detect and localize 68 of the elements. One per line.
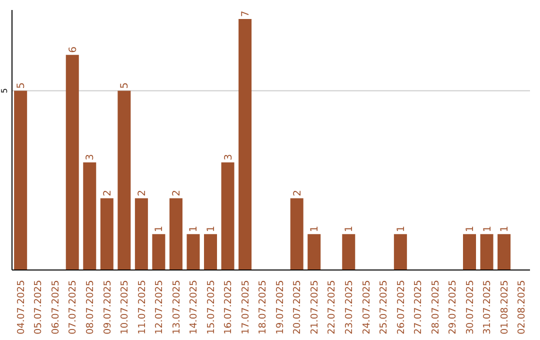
bar xyxy=(290,198,304,270)
x-tick-label: 02.08.2025 xyxy=(516,280,528,334)
x-tick-label: 18.07.2025 xyxy=(258,280,269,334)
data-label: 7 xyxy=(240,10,252,17)
bar xyxy=(186,234,200,270)
x-tick-label: 29.07.2025 xyxy=(448,280,459,334)
bar xyxy=(204,234,218,270)
data-label: 5 xyxy=(16,82,28,89)
bar xyxy=(169,198,182,270)
x-tick-label: 17.07.2025 xyxy=(240,280,252,334)
bar xyxy=(394,234,407,270)
x-tick-label: 09.07.2025 xyxy=(102,280,114,334)
x-tick-label: 08.07.2025 xyxy=(85,280,96,334)
x-tick-label: 10.07.2025 xyxy=(120,280,131,334)
data-label: 1 xyxy=(206,226,218,232)
bar xyxy=(14,90,28,270)
x-tick-label: 22.07.2025 xyxy=(326,280,338,334)
data-label: 1 xyxy=(154,226,166,232)
bar xyxy=(152,234,166,270)
bar xyxy=(480,234,494,270)
x-tick-label: 20.07.2025 xyxy=(292,280,304,334)
bar xyxy=(66,54,79,270)
data-label: 1 xyxy=(396,226,407,232)
x-tick-label: 24.07.2025 xyxy=(361,280,372,334)
data-label: 2 xyxy=(102,190,114,196)
bar xyxy=(118,90,131,270)
x-tick-label: 04.07.2025 xyxy=(16,280,27,334)
x-tick-label: 27.07.2025 xyxy=(413,280,424,334)
data-label: 3 xyxy=(223,154,234,160)
bar xyxy=(342,234,356,270)
bar xyxy=(100,198,114,270)
data-label: 1 xyxy=(188,226,200,232)
bar xyxy=(498,234,511,270)
x-tick-label: 05.07.2025 xyxy=(33,280,44,334)
data-label: 1 xyxy=(500,226,511,232)
bar xyxy=(238,18,252,270)
x-tick-label: 26.07.2025 xyxy=(396,280,407,334)
bar xyxy=(463,234,476,270)
bar xyxy=(221,162,234,270)
x-tick-label: 23.07.2025 xyxy=(344,280,356,334)
bar xyxy=(134,198,148,270)
data-label: 1 xyxy=(482,226,494,232)
x-tick-label: 01.08.2025 xyxy=(499,280,510,334)
x-tick-label: 21.07.2025 xyxy=(309,280,320,334)
x-tick-label: 31.07.2025 xyxy=(482,280,494,334)
data-label: 1 xyxy=(344,226,356,232)
x-tick-label: 14.07.2025 xyxy=(188,280,200,334)
x-tick-label: 30.07.2025 xyxy=(464,280,476,334)
data-label: 2 xyxy=(292,190,304,196)
data-label: 6 xyxy=(68,46,79,53)
data-label: 5 xyxy=(120,82,131,89)
data-label: 1 xyxy=(310,226,321,232)
x-tick-label: 07.07.2025 xyxy=(68,280,79,334)
x-tick-label: 16.07.2025 xyxy=(223,280,234,334)
data-label: 3 xyxy=(85,154,96,160)
bar xyxy=(308,234,321,270)
x-tick-label: 15.07.2025 xyxy=(206,280,217,334)
data-label: 2 xyxy=(171,190,182,196)
x-tick-label: 13.07.2025 xyxy=(171,280,182,334)
x-tick-label: 19.07.2025 xyxy=(274,280,286,334)
x-tick-label: 28.07.2025 xyxy=(430,280,442,334)
x-tick-label: 11.07.2025 xyxy=(136,280,148,334)
x-tick-label: 06.07.2025 xyxy=(50,280,62,334)
x-tick-label: 12.07.2025 xyxy=(154,280,166,334)
data-label: 2 xyxy=(136,190,148,196)
x-tick-label: 25.07.2025 xyxy=(378,280,390,334)
bar xyxy=(83,162,96,270)
data-label: 1 xyxy=(465,226,476,232)
